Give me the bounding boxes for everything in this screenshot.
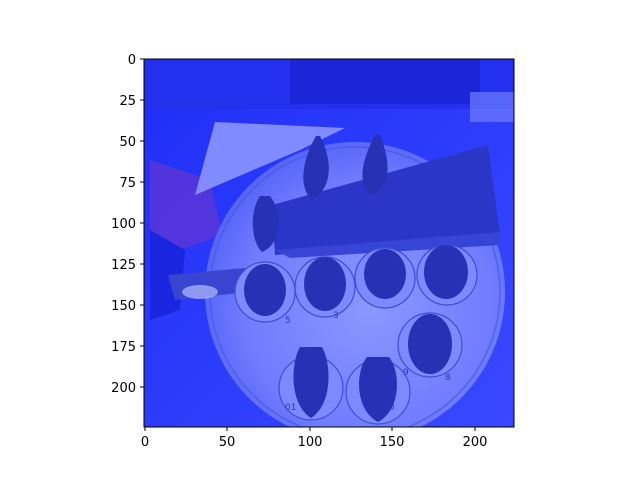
y-axis xyxy=(140,58,144,388)
y-tick-label: 125 xyxy=(111,258,136,273)
photo-image: 3 5 8 9 10 01 xyxy=(144,59,514,427)
label-9: 9 xyxy=(403,368,409,378)
y-tick-label: 25 xyxy=(119,94,136,109)
y-tick-label: 0 xyxy=(128,53,136,68)
y-tick-label: 50 xyxy=(119,135,136,150)
y-tick-label: 100 xyxy=(111,217,136,232)
y-tick-label: 175 xyxy=(111,340,136,355)
label-10: 10 xyxy=(383,403,395,413)
y-tick-label: 75 xyxy=(119,176,136,191)
x-tick-label: 0 xyxy=(141,435,149,450)
label-5: 5 xyxy=(285,316,291,326)
x-tick-label: 100 xyxy=(298,435,323,450)
x-axis xyxy=(144,427,476,431)
label-3: 3 xyxy=(333,311,339,321)
label-8: 8 xyxy=(445,373,451,383)
x-tick-label: 50 xyxy=(219,435,236,450)
label-01: 01 xyxy=(285,403,296,413)
x-tick-label: 200 xyxy=(463,435,488,450)
y-tick-label: 200 xyxy=(111,381,136,396)
y-tick-label: 150 xyxy=(111,299,136,314)
x-tick-label: 150 xyxy=(380,435,405,450)
plot-frame xyxy=(143,58,515,428)
